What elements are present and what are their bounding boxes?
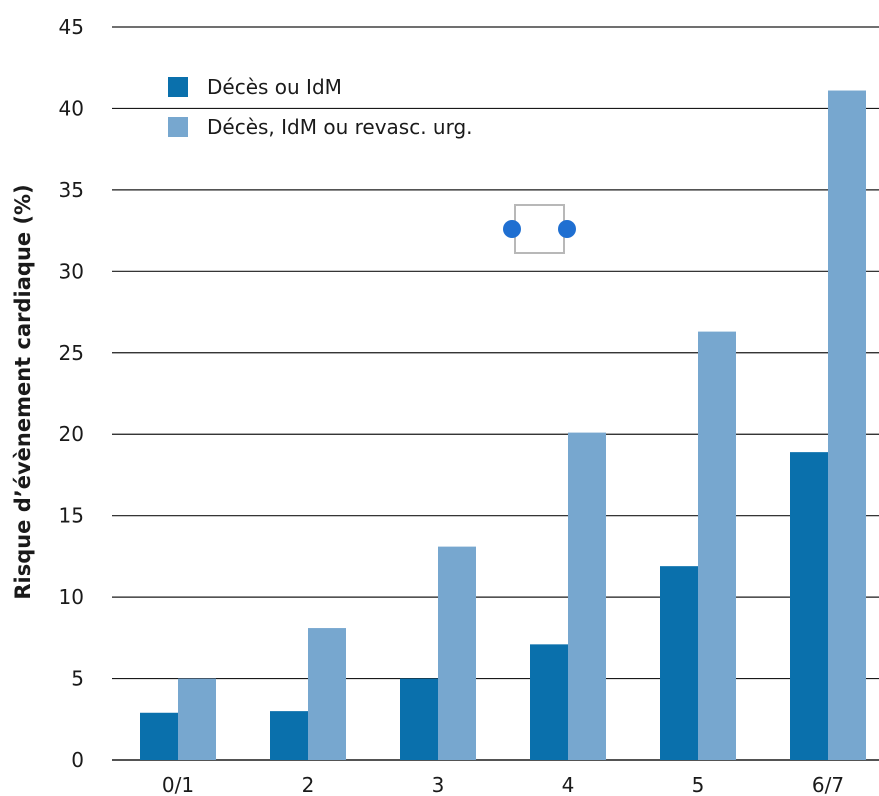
y-tick-labels: 0 5 10 15 20 25 30 35 40 45 (59, 15, 84, 772)
x-tick-label: 6/7 (812, 773, 844, 796)
x-tick-label: 0/1 (162, 773, 194, 796)
gridlines (112, 26, 879, 761)
resize-handle-left[interactable] (503, 220, 521, 238)
y-tick-label: 0 (71, 748, 84, 772)
y-tick-label: 15 (59, 504, 84, 528)
y-tick-label: 45 (59, 15, 84, 39)
legend-label: Décès, IdM ou revasc. urg. (207, 115, 473, 139)
bar (438, 546, 476, 760)
x-tick-labels: 0/1 2 3 4 5 6/7 (162, 773, 844, 796)
bar (530, 644, 568, 760)
bar (308, 628, 346, 760)
bar (178, 678, 216, 760)
bar (828, 90, 866, 760)
y-tick-label: 30 (59, 259, 84, 283)
bar (698, 331, 736, 760)
x-tick-label: 5 (692, 773, 705, 796)
legend-label: Décès ou IdM (207, 75, 342, 99)
bar (400, 678, 438, 760)
y-tick-label: 40 (59, 96, 84, 120)
selection-handle[interactable] (503, 204, 576, 254)
legend-swatch (168, 117, 188, 137)
y-tick-label: 10 (59, 585, 84, 609)
y-axis-title: Risque d’évènement cardiaque (%) (11, 184, 35, 599)
legend-swatch (168, 77, 188, 97)
x-tick-label: 3 (432, 773, 445, 796)
bar (140, 712, 178, 760)
y-tick-label: 5 (71, 667, 84, 691)
selection-box[interactable] (514, 204, 565, 254)
y-tick-label: 25 (59, 341, 84, 365)
y-tick-label: 35 (59, 178, 84, 202)
bars (140, 90, 866, 760)
resize-handle-right[interactable] (558, 220, 576, 238)
bar (568, 432, 606, 760)
x-tick-label: 2 (302, 773, 315, 796)
x-tick-label: 4 (562, 773, 575, 796)
bar (790, 452, 828, 760)
bar (270, 711, 308, 760)
bar (660, 566, 698, 760)
y-tick-label: 20 (59, 422, 84, 446)
legend: Décès ou IdM Décès, IdM ou revasc. urg. (168, 75, 473, 139)
